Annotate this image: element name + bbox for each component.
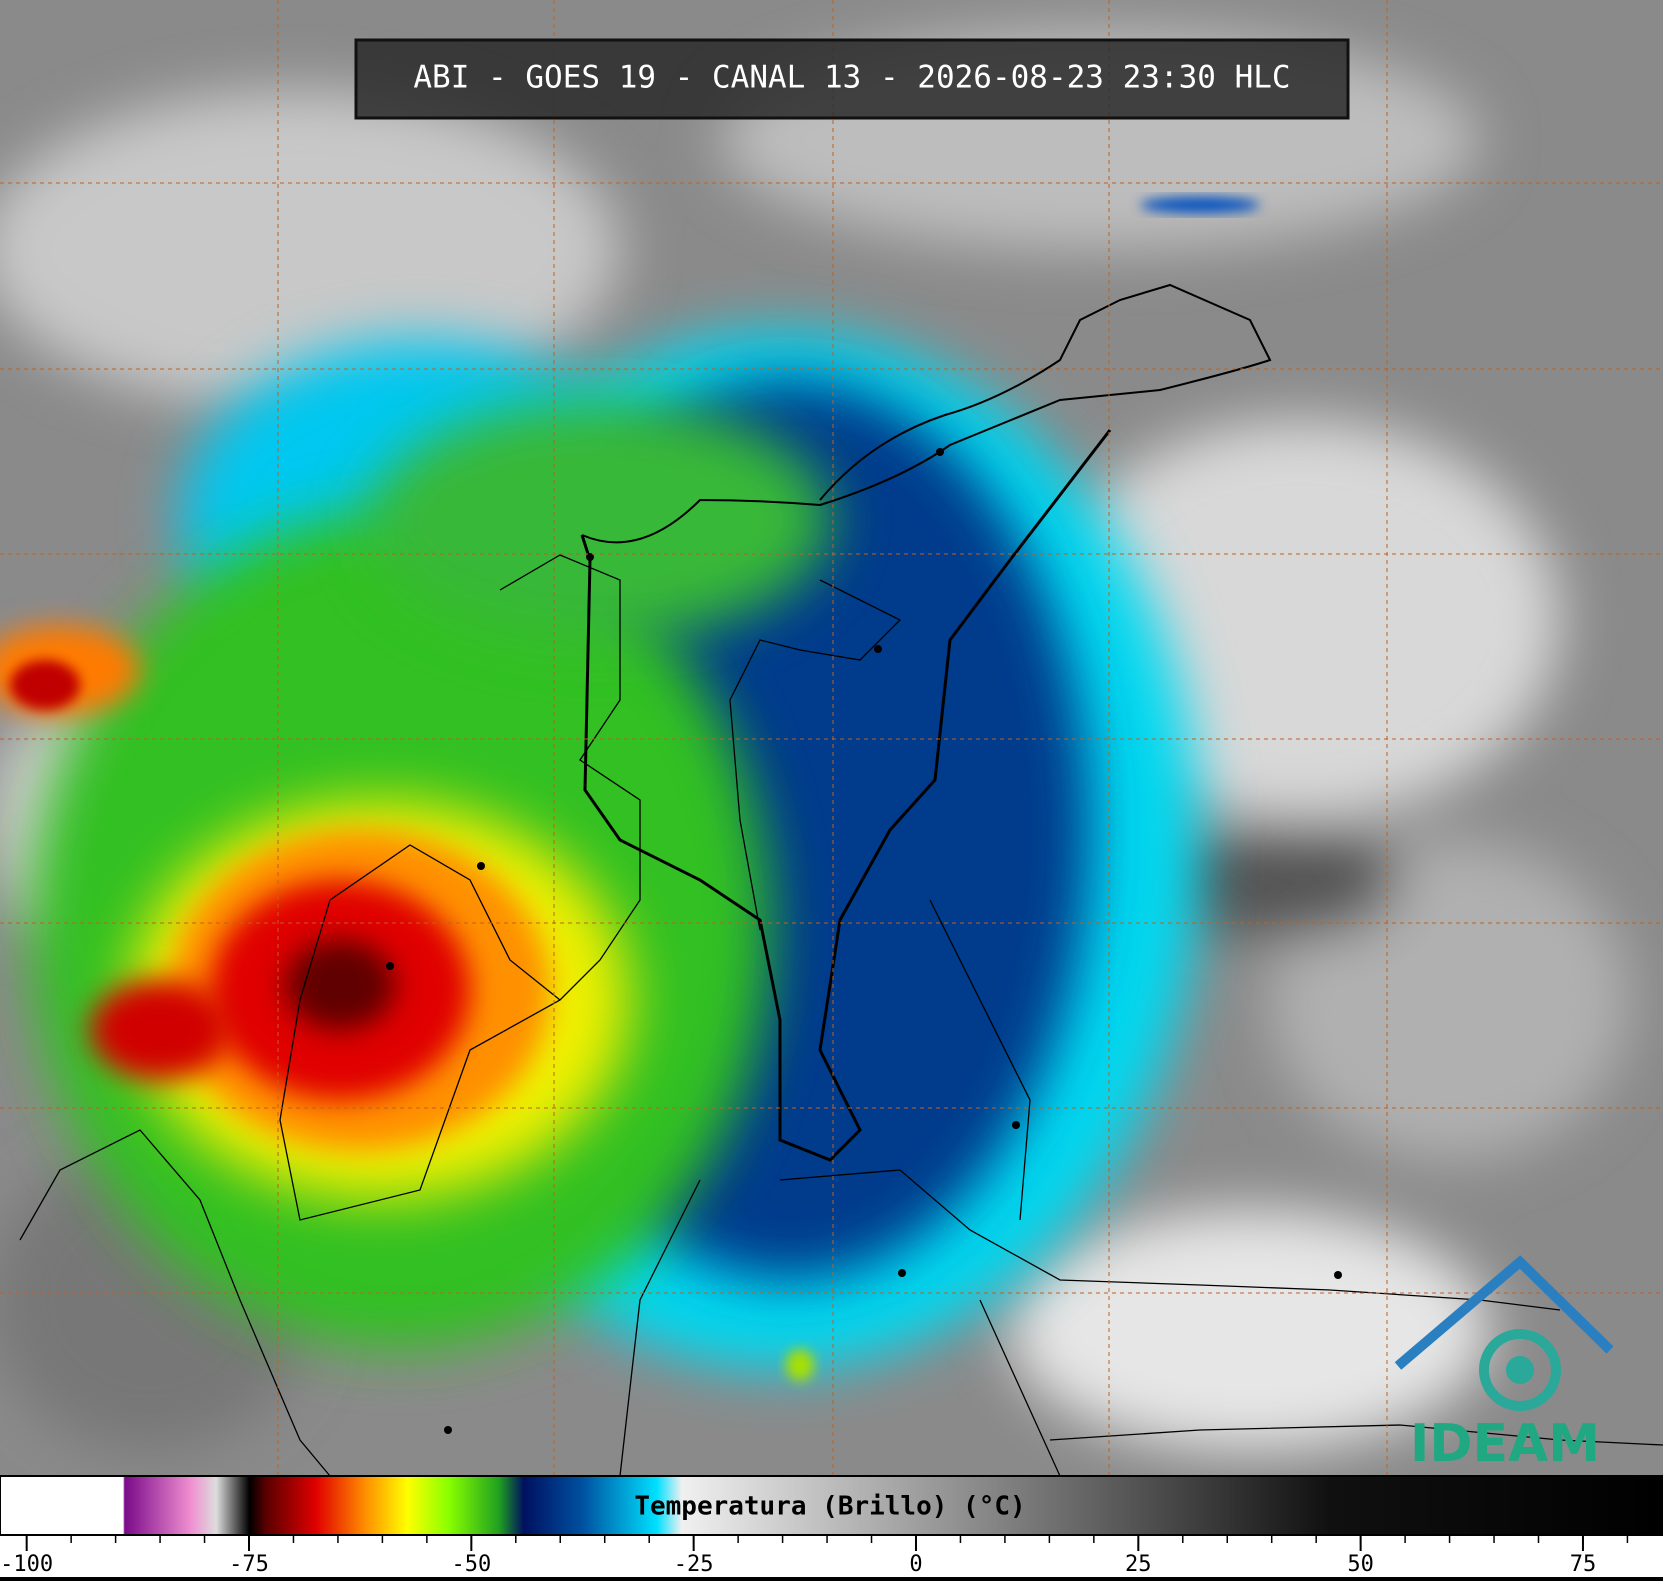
tick-label: 50 [1347, 1552, 1374, 1577]
cities [386, 448, 1342, 1434]
convective-system [0, 197, 1260, 1381]
colorbar-ticks: -100 -75 -50 -25 0 25 50 75 [0, 1535, 1629, 1577]
logo-text: IDEAM [1410, 1414, 1600, 1474]
tick-label: 25 [1125, 1552, 1152, 1577]
tick-label: -25 [674, 1552, 714, 1577]
colorbar-label: Temperatura (Brillo) (°C) [634, 1492, 1025, 1522]
colorbar [0, 1475, 1663, 1536]
tick-label: -100 [0, 1552, 53, 1577]
title-box [354, 38, 1350, 120]
tick-label: -50 [451, 1552, 491, 1577]
title: ABI - GOES 19 - CANAL 13 - 2026-08-23 23… [413, 60, 1290, 96]
borders [19, 283, 1663, 1477]
logo-eye [1506, 1356, 1534, 1384]
tick-label: 75 [1570, 1552, 1597, 1577]
tick-label: -75 [229, 1552, 269, 1577]
logo-roof [1394, 1255, 1614, 1370]
graticule [0, 0, 1663, 1476]
logo-swirl [1479, 1329, 1561, 1411]
tick-label: 0 [909, 1552, 922, 1577]
logo: IDEAM [1394, 1255, 1614, 1474]
